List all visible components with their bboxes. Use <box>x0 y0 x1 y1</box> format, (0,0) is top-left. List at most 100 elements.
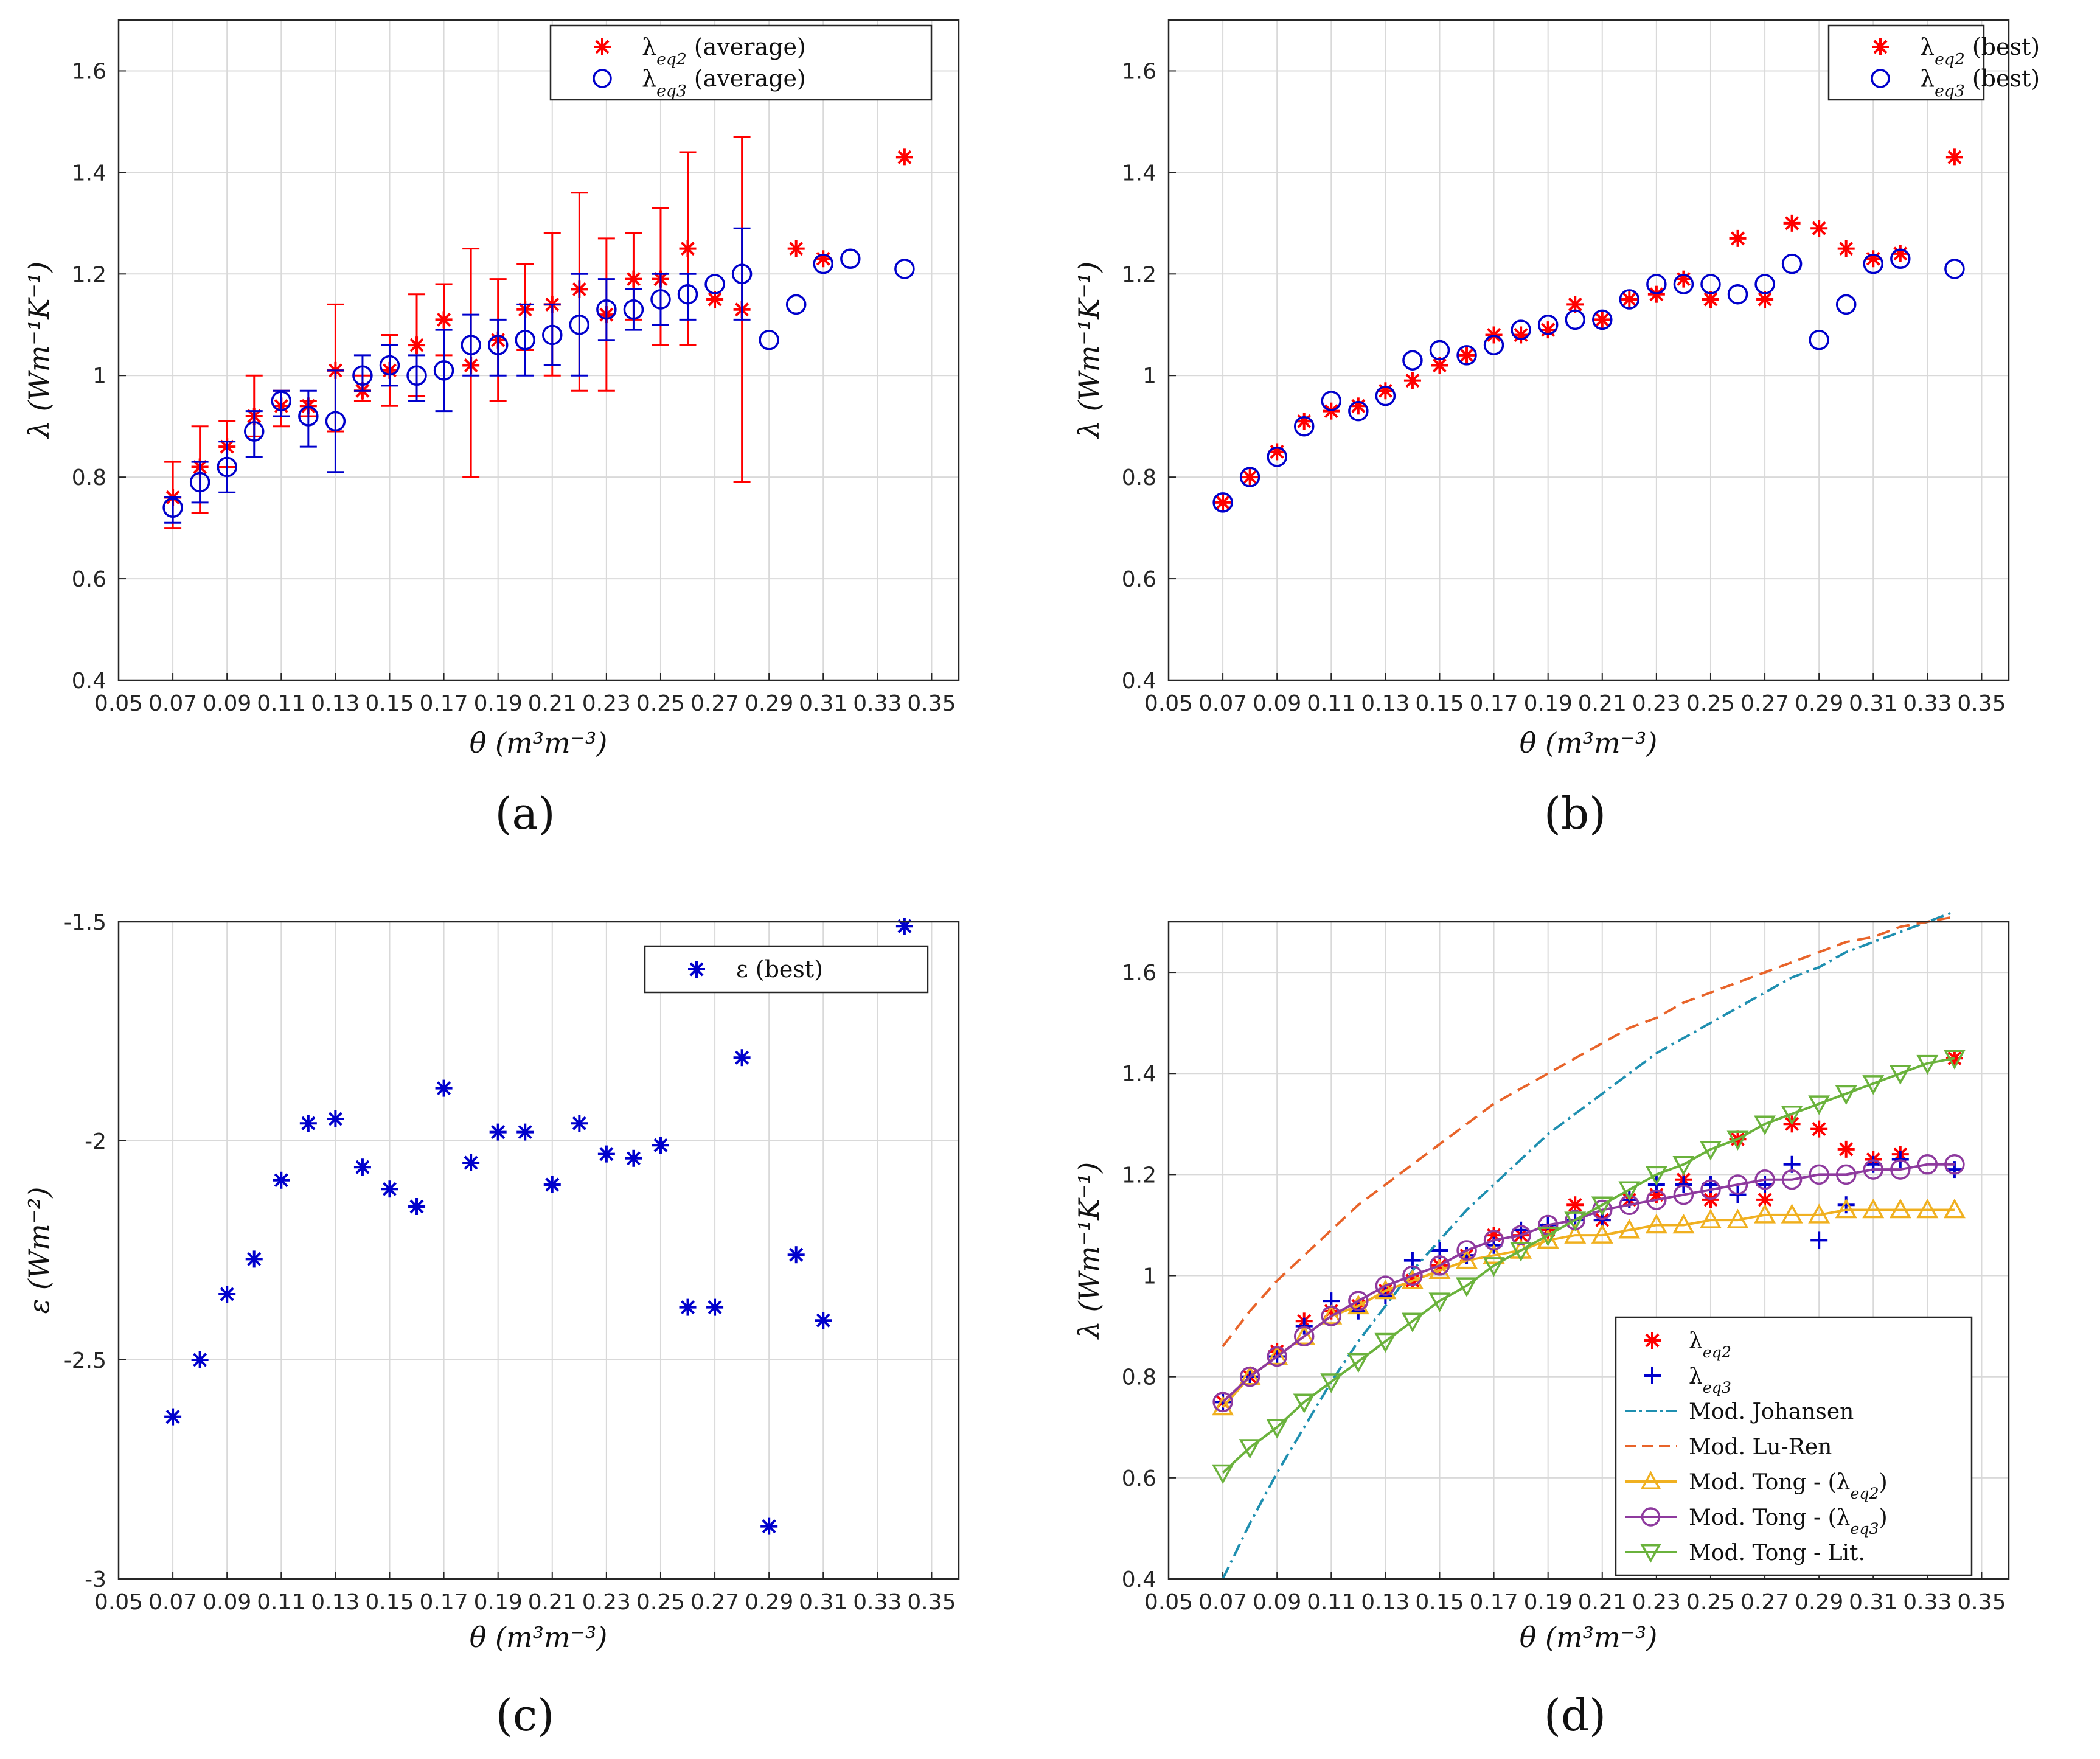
data-point <box>1754 1203 1776 1224</box>
legend-label: λeq2 (average) <box>642 33 806 69</box>
data-point <box>571 1115 588 1132</box>
error-bar <box>299 389 317 448</box>
x-tick-label: 0.29 <box>1795 691 1843 716</box>
data-point <box>623 299 644 320</box>
legend-label: λeq3 <box>1689 1364 1731 1396</box>
y-tick-label: 1.6 <box>72 59 106 84</box>
data-point <box>1268 443 1286 461</box>
data-point <box>1835 1198 1857 1219</box>
legend-label: ε (best) <box>736 956 823 983</box>
error-bar <box>543 303 561 367</box>
y-axis-label: λ (Wm⁻¹K⁻¹) <box>23 262 55 439</box>
data-point <box>813 253 834 274</box>
data-point <box>1537 315 1559 335</box>
data-point <box>489 1123 507 1141</box>
chart-c-svg: 0.05 0.07 0.09 0.11 0.13 0.15 0.17 0.19 0.21 0.23… <box>23 910 960 1654</box>
data-point <box>1810 1231 1828 1249</box>
legend: λeq2 (average)λeq3 (average) <box>549 24 933 101</box>
data-point <box>435 1079 453 1097</box>
error-bar <box>408 354 426 402</box>
data-point <box>327 1110 344 1127</box>
data-point <box>1511 1225 1531 1245</box>
error-bar <box>652 273 669 326</box>
plot-series <box>164 918 913 1535</box>
legend-label: λeq2 <box>1689 1329 1731 1361</box>
data-point <box>1646 274 1667 294</box>
data-point <box>1320 1373 1343 1393</box>
legend-marker <box>1640 1544 1661 1563</box>
data-point <box>1456 1249 1478 1269</box>
legend-marker <box>594 38 611 55</box>
plot-area <box>119 20 959 680</box>
data-point <box>1890 1159 1911 1180</box>
panel-label-b: (b) <box>1543 788 1607 839</box>
x-tick-label: 0.33 <box>853 1590 902 1615</box>
data-point <box>1726 1208 1749 1228</box>
y-tick-label: 1.6 <box>1122 59 1156 84</box>
x-tick-label: 0.17 <box>420 1590 468 1615</box>
series-5 <box>1212 1154 1965 1412</box>
data-point <box>1402 1265 1423 1286</box>
data-point <box>1564 1211 1587 1231</box>
data-point <box>895 918 913 935</box>
data-point <box>1944 1154 1965 1175</box>
chart-panel-c: 0.05 0.07 0.09 0.11 0.13 0.15 0.17 0.19 0.21 0.23… <box>0 879 1050 1759</box>
y-tick-label: 0.8 <box>1122 1365 1156 1390</box>
data-point <box>1783 214 1801 232</box>
legend-label: λeq2 (best) <box>1920 33 2040 69</box>
series-2 <box>1222 910 1955 1580</box>
legend-box <box>549 24 933 101</box>
error-bar <box>245 410 263 458</box>
x-tick-label: 0.23 <box>582 1590 631 1615</box>
x-tick-label: 0.27 <box>1740 1590 1789 1615</box>
x-tick-label: 0.05 <box>94 691 143 716</box>
y-tick-label: 1.4 <box>1122 161 1156 186</box>
legend-label: λeq3 (best) <box>1920 65 2040 100</box>
y-tick-label: 0.8 <box>72 465 106 490</box>
data-point <box>1809 330 1829 350</box>
legend-label: λeq3 (average) <box>642 65 806 100</box>
x-tick-label: 0.19 <box>474 691 523 716</box>
data-point <box>1863 253 1884 274</box>
x-tick-label: 0.31 <box>799 691 847 716</box>
x-tick-label: 0.13 <box>311 691 360 716</box>
data-point <box>1293 1326 1315 1346</box>
data-point <box>271 391 292 411</box>
data-point <box>1348 400 1369 422</box>
x-tick-label: 0.23 <box>1632 691 1681 716</box>
chart-panel-a: 0.05 0.07 0.09 0.11 0.13 0.15 0.17 0.19 0.21 0.23… <box>0 0 1050 879</box>
x-tick-label: 0.21 <box>1578 1590 1627 1615</box>
data-point <box>516 1123 534 1141</box>
y-tick-label: 0.4 <box>1122 669 1156 694</box>
legend: λeq2 (best)λeq3 (best) <box>1827 24 2040 101</box>
x-tick-label: 0.25 <box>636 1590 685 1615</box>
data-point <box>1566 1196 1584 1214</box>
error-bar <box>489 318 507 377</box>
data-point <box>679 1298 697 1316</box>
y-tick-label: 1.4 <box>1122 1062 1156 1087</box>
data-point <box>1727 284 1748 305</box>
data-point <box>1646 1190 1667 1210</box>
tick-labels: 0.05 0.07 0.09 0.11 0.13 0.15 0.17 0.19 0.21 0.23… <box>1122 961 2006 1615</box>
x-tick-label: 0.07 <box>148 691 197 716</box>
data-point <box>1266 1345 1288 1365</box>
x-tick-label: 0.09 <box>203 691 251 716</box>
data-point <box>1564 1224 1587 1244</box>
y-tick-label: 1 <box>1142 1264 1156 1289</box>
data-point <box>1483 335 1504 355</box>
data-point <box>1429 340 1450 361</box>
x-tick-label: 0.07 <box>1198 1590 1247 1615</box>
data-point <box>1754 274 1775 294</box>
data-point <box>1943 1050 1966 1070</box>
data-point <box>1374 1279 1397 1300</box>
data-point <box>1916 1054 1939 1075</box>
data-point <box>1810 1120 1828 1138</box>
x-tick-label: 0.09 <box>1253 691 1301 716</box>
x-tick-label: 0.07 <box>148 1590 197 1615</box>
error-bar <box>733 227 751 321</box>
x-tick-label: 0.19 <box>1524 691 1573 716</box>
data-point <box>353 1158 371 1176</box>
chart-panel-b: 0.05 0.07 0.09 0.11 0.13 0.15 0.17 0.19 0.21 0.23… <box>1050 0 2100 879</box>
x-tick-label: 0.23 <box>1632 1590 1681 1615</box>
series-0 <box>164 918 913 1535</box>
